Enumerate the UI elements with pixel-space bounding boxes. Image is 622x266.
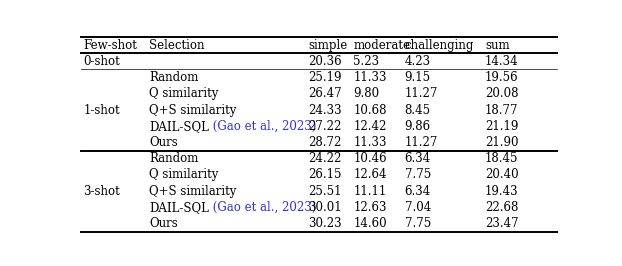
Text: 18.45: 18.45	[485, 152, 519, 165]
Text: Q similarity: Q similarity	[149, 87, 218, 100]
Text: 14.34: 14.34	[485, 55, 519, 68]
Text: 12.63: 12.63	[353, 201, 387, 214]
Text: 6.34: 6.34	[404, 185, 431, 198]
Text: 11.33: 11.33	[353, 71, 387, 84]
Text: 22.68: 22.68	[485, 201, 519, 214]
Text: 12.64: 12.64	[353, 168, 387, 181]
Text: 0-shot: 0-shot	[83, 55, 120, 68]
Text: 24.22: 24.22	[308, 152, 341, 165]
Text: Ours: Ours	[149, 217, 178, 230]
Text: 19.56: 19.56	[485, 71, 519, 84]
Text: 3-shot: 3-shot	[83, 185, 120, 198]
Text: 30.23: 30.23	[308, 217, 342, 230]
Text: 11.27: 11.27	[404, 136, 438, 149]
Text: 9.15: 9.15	[404, 71, 430, 84]
Text: 6.34: 6.34	[404, 152, 431, 165]
Text: 10.46: 10.46	[353, 152, 387, 165]
Text: simple: simple	[308, 39, 348, 52]
Text: 26.15: 26.15	[308, 168, 341, 181]
Text: 8.45: 8.45	[404, 103, 430, 117]
Text: 20.08: 20.08	[485, 87, 519, 100]
Text: 20.36: 20.36	[308, 55, 342, 68]
Text: 30.01: 30.01	[308, 201, 342, 214]
Text: 24.33: 24.33	[308, 103, 342, 117]
Text: 11.33: 11.33	[353, 136, 387, 149]
Text: 20.40: 20.40	[485, 168, 519, 181]
Text: sum: sum	[485, 39, 509, 52]
Text: (Gao et al., 2023): (Gao et al., 2023)	[209, 201, 317, 214]
Text: Few-shot: Few-shot	[83, 39, 137, 52]
Text: 25.19: 25.19	[308, 71, 341, 84]
Text: DAIL-SQL: DAIL-SQL	[149, 120, 209, 133]
Text: 7.75: 7.75	[404, 217, 431, 230]
Text: Selection: Selection	[149, 39, 205, 52]
Text: 9.86: 9.86	[404, 120, 430, 133]
Text: 21.90: 21.90	[485, 136, 519, 149]
Text: Q similarity: Q similarity	[149, 168, 218, 181]
Text: 27.22: 27.22	[308, 120, 341, 133]
Text: 26.47: 26.47	[308, 87, 342, 100]
Text: 23.47: 23.47	[485, 217, 519, 230]
Text: 7.75: 7.75	[404, 168, 431, 181]
Text: 10.68: 10.68	[353, 103, 387, 117]
Text: Random: Random	[149, 152, 198, 165]
Text: 7.04: 7.04	[404, 201, 431, 214]
Text: 5.23: 5.23	[353, 55, 379, 68]
Text: Q+S similarity: Q+S similarity	[149, 103, 236, 117]
Text: DAIL-SQL: DAIL-SQL	[149, 201, 209, 214]
Text: 4.23: 4.23	[404, 55, 430, 68]
Text: 12.42: 12.42	[353, 120, 387, 133]
Text: 11.11: 11.11	[353, 185, 387, 198]
Text: 28.72: 28.72	[308, 136, 341, 149]
Text: 18.77: 18.77	[485, 103, 519, 117]
Text: 21.19: 21.19	[485, 120, 519, 133]
Text: Q+S similarity: Q+S similarity	[149, 185, 236, 198]
Text: 19.43: 19.43	[485, 185, 519, 198]
Text: moderate: moderate	[353, 39, 411, 52]
Text: Ours: Ours	[149, 136, 178, 149]
Text: Random: Random	[149, 71, 198, 84]
Text: 25.51: 25.51	[308, 185, 341, 198]
Text: 11.27: 11.27	[404, 87, 438, 100]
Text: challenging: challenging	[404, 39, 474, 52]
Text: 1-shot: 1-shot	[83, 103, 120, 117]
Text: 14.60: 14.60	[353, 217, 387, 230]
Text: (Gao et al., 2023): (Gao et al., 2023)	[209, 120, 317, 133]
Text: 9.80: 9.80	[353, 87, 379, 100]
